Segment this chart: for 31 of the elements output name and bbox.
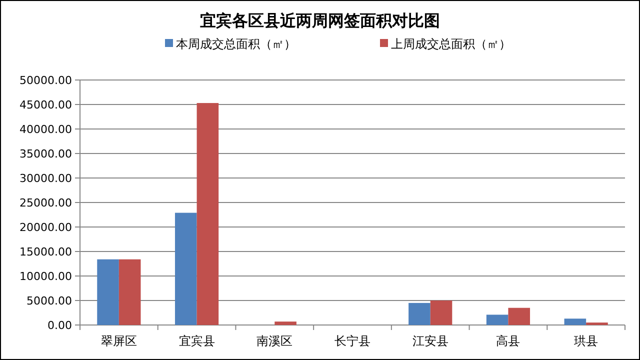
y-tick-label: 30000.00 [20,172,72,185]
bar [486,314,508,325]
x-tick-label: 江安县 [412,334,448,348]
bar [274,322,296,325]
bar [430,300,452,325]
y-tick-label: 35000.00 [20,148,72,160]
y-tick-label: 25000.00 [20,196,72,210]
legend-item: 本周成交总面积（㎡） [165,37,296,51]
bar [196,103,219,325]
bar [174,212,197,325]
y-tick-label: 20000.00 [20,221,72,234]
y-tick-label: 5000.00 [26,294,72,308]
y-tick-label: 50000.00 [20,74,72,87]
x-tick-label: 翠屏区 [100,334,137,348]
y-tick-label: 40000.00 [20,123,72,136]
bar [564,318,586,325]
x-tick-label: 宜宾县 [178,334,215,348]
chart-title: 宜宾各区县近两周网签面积对比图 [200,11,440,30]
x-tick-label: 珙县 [574,334,598,348]
bar [508,308,530,325]
x-tick-label: 长宁县 [334,334,370,348]
bar [408,302,430,325]
bar [97,259,119,325]
x-tick-label: 高县 [496,334,520,348]
legend-item: 上周成交总面积（㎡） [380,37,511,51]
y-tick-label: 15000.00 [20,246,72,258]
y-tick-label: 10000.00 [20,270,72,283]
y-tick-label: 0.00 [48,319,72,332]
x-tick-label: 南溪区 [256,334,293,348]
bar [118,259,141,325]
y-tick-label: 45000.00 [20,98,72,112]
